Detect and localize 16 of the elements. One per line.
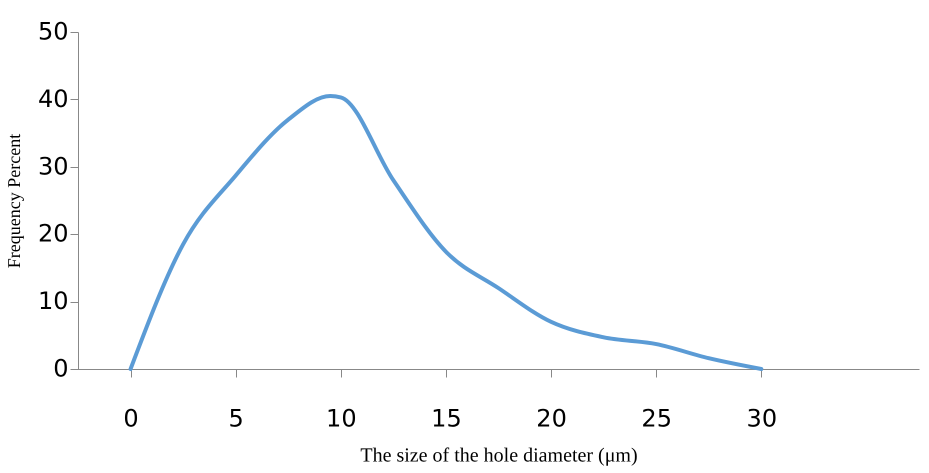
x-tick-label: 5 xyxy=(228,404,244,432)
y-tick-label: 20 xyxy=(38,220,68,248)
x-tick-label: 25 xyxy=(641,404,672,432)
x-axis-title: The size of the hole diameter (μm) xyxy=(360,444,638,466)
x-tick-label: 30 xyxy=(746,404,778,432)
x-tick-label: 10 xyxy=(326,404,357,432)
y-axis-title: Frequency Percent xyxy=(4,134,24,268)
y-tick-label: 30 xyxy=(38,152,68,180)
y-tick-label: 50 xyxy=(38,18,68,46)
x-tick-label: 15 xyxy=(431,404,462,432)
x-tick-label: 0 xyxy=(123,404,139,432)
x-tick-label: 20 xyxy=(536,404,567,432)
y-tick-label: 40 xyxy=(38,84,68,113)
y-tick-label: 10 xyxy=(38,287,68,316)
y-tick-label: 0 xyxy=(53,354,68,382)
line-series xyxy=(128,94,764,371)
